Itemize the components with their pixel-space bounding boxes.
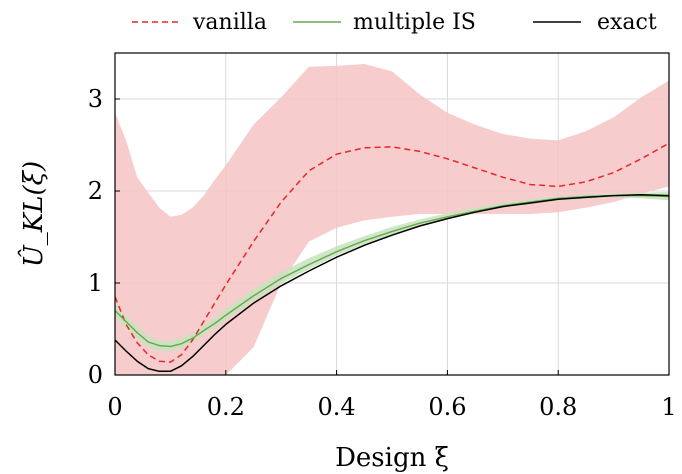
y-tick-label-3: 3 xyxy=(88,85,103,113)
legend-item-vanilla: vanilla xyxy=(132,10,267,35)
y-tick-label-0: 0 xyxy=(88,361,103,389)
x-tick-label-4: 0.8 xyxy=(539,393,577,421)
tick-labels: 0 0.2 0.4 0.6 0.8 1 0 1 2 3 xyxy=(88,85,677,421)
legend-item-exact: exact xyxy=(533,10,657,35)
series-line-multiple-is xyxy=(115,194,669,348)
x-tick-label-5: 1 xyxy=(661,393,676,421)
confidence-bands xyxy=(115,64,669,375)
x-tick-label-0: 0 xyxy=(107,393,122,421)
legend-label-vanilla: vanilla xyxy=(192,10,267,35)
x-tick-label-1: 0.2 xyxy=(207,393,245,421)
y-tick-label-2: 2 xyxy=(88,177,103,205)
x-tick-label-3: 0.6 xyxy=(428,393,466,421)
series-line-exact xyxy=(115,193,669,373)
y-axis-label: Û_KL(ξ) xyxy=(17,161,49,267)
legend-label-multiple-is: multiple IS xyxy=(353,10,476,35)
x-tick-label-2: 0.4 xyxy=(318,393,356,421)
y-tick-label-1: 1 xyxy=(88,269,103,297)
plot-frame xyxy=(114,52,670,376)
band-vanilla xyxy=(115,64,669,375)
series-line-vanilla xyxy=(115,142,669,363)
y-axis-label-text: Û_KL(ξ) xyxy=(17,161,49,267)
legend-label-exact: exact xyxy=(597,10,657,35)
legend: vanilla multiple IS exact xyxy=(132,10,657,35)
legend-item-multiple-is: multiple IS xyxy=(293,10,476,35)
series-lines xyxy=(115,142,669,373)
x-axis-label: Design ξ xyxy=(335,443,449,473)
